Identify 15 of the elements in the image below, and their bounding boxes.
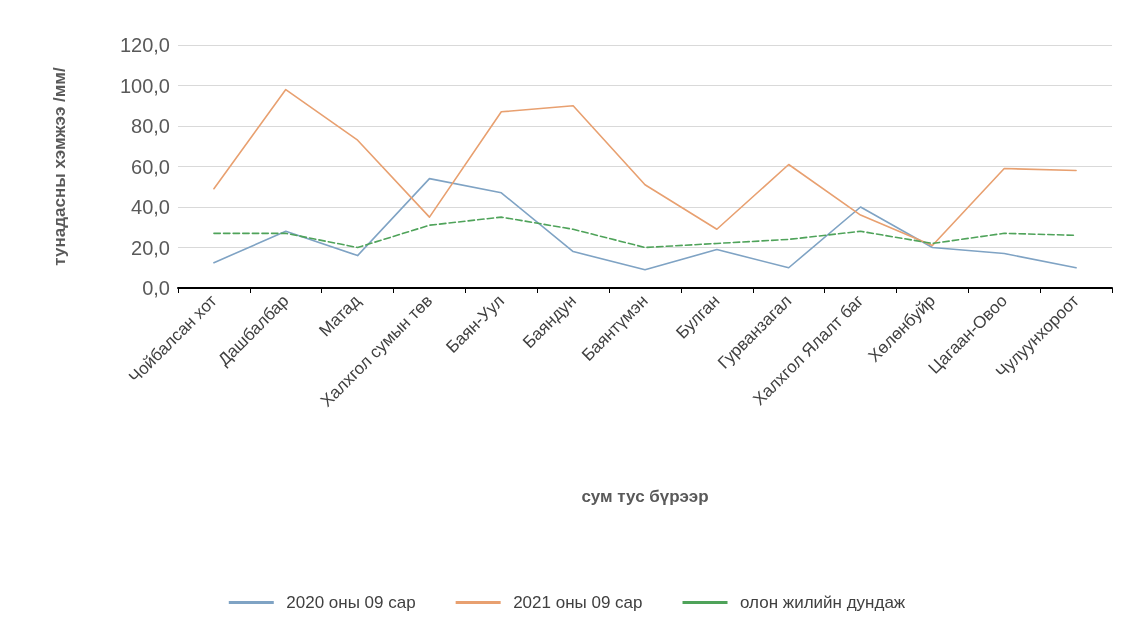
y-tick-label: 60,0 bbox=[131, 155, 170, 178]
y-tick-label: 20,0 bbox=[131, 236, 170, 259]
line-series bbox=[213, 177, 1077, 271]
legend-label: олон жилийн дундаж bbox=[740, 593, 906, 612]
line-series bbox=[213, 216, 1077, 249]
y-tick-label: 0,0 bbox=[142, 277, 170, 299]
y-tick-label: 80,0 bbox=[131, 115, 170, 137]
legend-label: 2021 оны 09 сар bbox=[513, 593, 643, 612]
y-tick-label: 40,0 bbox=[131, 196, 170, 218]
y-tick-label: 100,0 bbox=[119, 74, 170, 97]
y-axis-title: тунадасны хэмжээ /мм/ bbox=[50, 67, 69, 266]
x-axis-title: сум тус бүрээр bbox=[581, 487, 709, 506]
y-tick-label: 120,0 bbox=[119, 34, 170, 56]
line-series bbox=[213, 88, 1077, 247]
legend-label: 2020 оны 09 сар bbox=[286, 593, 416, 612]
